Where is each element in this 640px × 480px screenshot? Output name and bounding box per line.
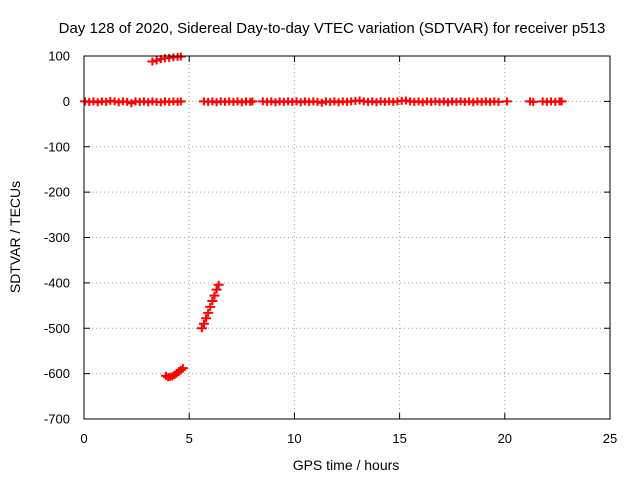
data-point (198, 319, 209, 328)
y-tick-label: 0 (63, 94, 70, 109)
data-point (201, 314, 212, 323)
x-tick-label: 25 (603, 431, 617, 446)
data-point (196, 324, 207, 333)
data-point (177, 364, 188, 373)
y-axis-label: SDTVAR / TECUs (7, 181, 23, 293)
data-point (213, 280, 224, 289)
x-axis-label: GPS time / hours (293, 457, 400, 473)
data-point (211, 285, 222, 294)
data-point (528, 97, 539, 106)
grid (84, 56, 610, 419)
y-tick-label: -600 (44, 366, 70, 381)
data-point (501, 97, 512, 106)
data-point (556, 97, 567, 106)
y-tick-label: -700 (44, 412, 70, 427)
y-tick-label: -200 (44, 185, 70, 200)
y-tick-label: -400 (44, 275, 70, 290)
data-point (203, 308, 214, 317)
x-tick-label: 20 (498, 431, 512, 446)
data-point (247, 97, 258, 106)
data-point (493, 97, 504, 106)
y-tick-label: 100 (48, 49, 70, 64)
data-points (80, 52, 567, 382)
plot-frame (83, 55, 611, 420)
y-tick-label: -500 (44, 321, 70, 336)
x-tick-label: 5 (186, 431, 193, 446)
ticks (83, 55, 611, 420)
x-tick-label: 15 (392, 431, 406, 446)
y-tick-label: -300 (44, 230, 70, 245)
tick-labels: 0 5 10 15 20 25 100 0 -100 -200 -300 -400 -500 -600 -7… (44, 49, 617, 447)
data-point (175, 97, 186, 106)
y-tick-label: -100 (44, 139, 70, 154)
data-point (207, 297, 218, 306)
chart-title: Day 128 of 2020, Sidereal Day-to-day VTE… (59, 20, 606, 37)
x-tick-label: 10 (287, 431, 301, 446)
data-point (205, 302, 216, 311)
x-tick-label: 0 (80, 431, 87, 446)
data-point (209, 291, 220, 300)
